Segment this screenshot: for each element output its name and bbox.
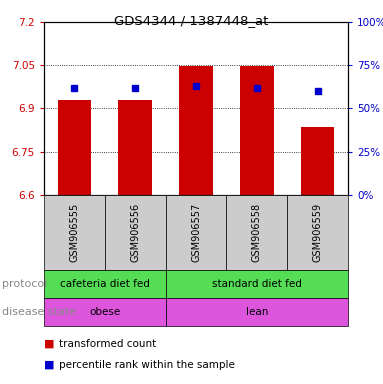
Bar bbox=[287, 195, 348, 270]
Bar bbox=[118, 100, 152, 195]
Bar bbox=[165, 270, 348, 298]
Text: cafeteria diet fed: cafeteria diet fed bbox=[60, 279, 150, 289]
Text: lean: lean bbox=[246, 307, 268, 317]
Text: GSM906555: GSM906555 bbox=[69, 203, 79, 262]
Text: ■: ■ bbox=[44, 339, 54, 349]
Bar bbox=[240, 66, 273, 195]
Text: GSM906558: GSM906558 bbox=[252, 203, 262, 262]
Text: standard diet fed: standard diet fed bbox=[212, 279, 302, 289]
Bar bbox=[44, 270, 165, 298]
Text: disease state: disease state bbox=[2, 307, 76, 317]
Bar bbox=[44, 195, 105, 270]
Text: GSM906556: GSM906556 bbox=[130, 203, 140, 262]
Text: obese: obese bbox=[89, 307, 120, 317]
Bar bbox=[105, 195, 165, 270]
Text: ■: ■ bbox=[44, 360, 54, 370]
Text: percentile rank within the sample: percentile rank within the sample bbox=[59, 360, 235, 370]
Bar bbox=[44, 298, 165, 326]
Text: protocol: protocol bbox=[2, 279, 47, 289]
Text: GSM906559: GSM906559 bbox=[313, 203, 322, 262]
Bar bbox=[165, 195, 226, 270]
Text: GDS4344 / 1387448_at: GDS4344 / 1387448_at bbox=[114, 14, 269, 27]
Bar bbox=[179, 66, 213, 195]
Bar bbox=[301, 127, 334, 195]
Text: transformed count: transformed count bbox=[59, 339, 157, 349]
Bar bbox=[226, 195, 287, 270]
Text: GSM906557: GSM906557 bbox=[191, 203, 201, 262]
Bar bbox=[165, 298, 348, 326]
Bar bbox=[58, 100, 91, 195]
